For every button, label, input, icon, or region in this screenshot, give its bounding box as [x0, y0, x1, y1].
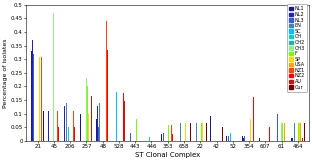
Legend: NL1, NL2, NL3, EN, SC, CH, CH2, CH3, F, SP, USA, NZ1, NZ2, AU, Cur: NL1, NL2, NL3, EN, SC, CH, CH2, CH3, F, …: [287, 5, 307, 92]
Bar: [41, 57, 42, 141]
Bar: [244, 136, 245, 141]
X-axis label: ST Clonal Complex: ST Clonal Complex: [135, 152, 200, 158]
Bar: [91, 96, 92, 141]
Bar: [123, 93, 124, 141]
Bar: [226, 136, 227, 141]
Bar: [259, 138, 260, 141]
Bar: [210, 116, 211, 141]
Bar: [292, 138, 293, 141]
Bar: [172, 134, 173, 141]
Bar: [281, 123, 282, 141]
Bar: [97, 106, 98, 141]
Bar: [136, 119, 137, 141]
Bar: [66, 103, 67, 141]
Bar: [291, 138, 292, 141]
Bar: [109, 103, 110, 141]
Bar: [243, 138, 244, 141]
Bar: [86, 78, 87, 141]
Bar: [43, 111, 44, 141]
Bar: [88, 114, 89, 141]
Bar: [58, 127, 59, 141]
Bar: [87, 86, 88, 141]
Bar: [222, 127, 223, 141]
Bar: [221, 127, 222, 141]
Bar: [161, 134, 162, 141]
Bar: [230, 133, 231, 141]
Bar: [74, 127, 75, 141]
Bar: [299, 123, 300, 141]
Bar: [68, 127, 69, 141]
Bar: [171, 125, 172, 141]
Bar: [163, 133, 164, 141]
Bar: [32, 40, 33, 141]
Bar: [206, 123, 207, 141]
Bar: [269, 127, 270, 141]
Bar: [228, 136, 229, 141]
Bar: [253, 97, 254, 141]
Bar: [242, 136, 243, 141]
Y-axis label: Percentage of isolates: Percentage of isolates: [3, 38, 8, 108]
Bar: [48, 111, 49, 141]
Bar: [298, 123, 299, 141]
Bar: [185, 123, 186, 141]
Bar: [64, 106, 65, 141]
Bar: [180, 123, 181, 141]
Bar: [201, 123, 202, 141]
Bar: [282, 123, 283, 141]
Bar: [149, 137, 150, 141]
Bar: [57, 111, 58, 141]
Bar: [231, 119, 232, 141]
Bar: [106, 21, 107, 141]
Bar: [284, 123, 285, 141]
Bar: [130, 133, 131, 141]
Bar: [285, 136, 286, 141]
Bar: [99, 103, 100, 141]
Bar: [39, 57, 40, 141]
Bar: [53, 13, 54, 141]
Bar: [304, 123, 305, 141]
Bar: [300, 123, 301, 141]
Bar: [71, 119, 72, 141]
Bar: [35, 24, 36, 141]
Bar: [124, 101, 125, 141]
Bar: [260, 138, 261, 141]
Bar: [190, 123, 191, 141]
Bar: [196, 123, 197, 141]
Bar: [294, 123, 295, 141]
Bar: [98, 127, 99, 141]
Bar: [168, 125, 169, 141]
Bar: [96, 119, 97, 141]
Bar: [73, 111, 74, 141]
Bar: [31, 51, 32, 141]
Bar: [277, 114, 278, 141]
Bar: [302, 138, 303, 141]
Bar: [107, 50, 108, 141]
Bar: [33, 54, 34, 141]
Bar: [116, 92, 117, 141]
